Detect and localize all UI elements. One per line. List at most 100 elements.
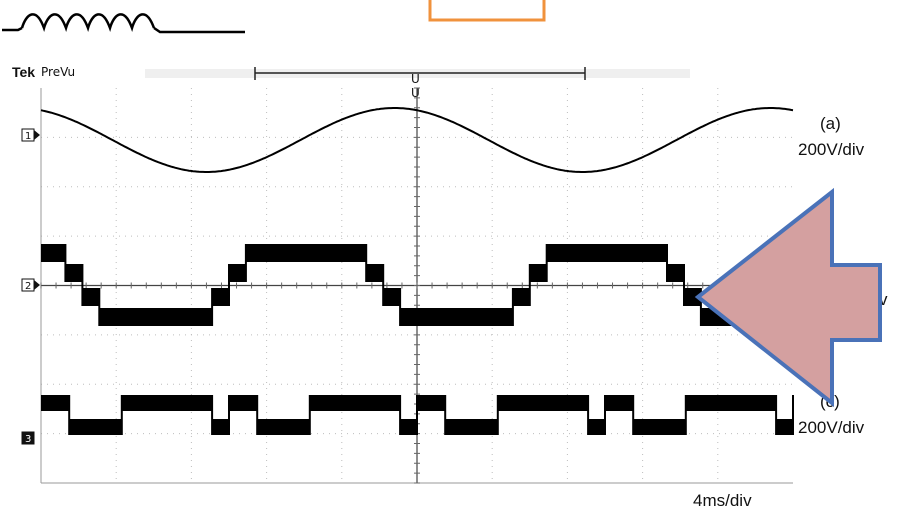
- step-segment: [341, 244, 367, 262]
- step-segment: [212, 288, 229, 306]
- trigger-marker-top: U: [411, 72, 420, 86]
- step-edge: [228, 395, 230, 435]
- step-edge: [684, 395, 687, 435]
- left-arrow-icon: [694, 187, 882, 408]
- step-segment: [546, 244, 626, 262]
- step-segment: [657, 419, 686, 435]
- waveforms: [40, 107, 794, 435]
- step-edge: [545, 244, 548, 282]
- timebase-label: 4ms/div: [693, 491, 752, 510]
- step-edge: [496, 395, 499, 435]
- svg-text:2: 2: [25, 281, 31, 292]
- step-edge: [64, 244, 67, 282]
- inductor-icon: [2, 13, 245, 34]
- step-segment: [497, 395, 566, 411]
- step-segment: [642, 244, 667, 262]
- step-edge: [211, 395, 214, 435]
- channel-markers: 1 2 3: [21, 128, 40, 445]
- scope-top-bar: Tek PreVu U U: [12, 64, 690, 100]
- step-segment: [69, 419, 94, 435]
- step-segment: [82, 288, 100, 306]
- step-segment: [245, 244, 325, 262]
- step-segment: [400, 308, 480, 326]
- step-segment: [479, 308, 496, 326]
- step-edge: [228, 264, 230, 306]
- step-segment: [512, 288, 530, 306]
- step-segment: [99, 308, 179, 326]
- step-edge: [120, 395, 123, 435]
- step-edge: [604, 395, 606, 435]
- step-segment: [41, 395, 70, 411]
- series-a-trace: [40, 107, 794, 173]
- step-edge: [511, 288, 514, 326]
- svg-text:1: 1: [25, 131, 31, 142]
- step-segment: [257, 419, 282, 435]
- step-segment: [178, 308, 196, 326]
- step-segment: [309, 395, 378, 411]
- step-edge: [382, 264, 385, 306]
- series-a-scale: 200V/div: [798, 140, 865, 159]
- step-segment: [776, 419, 793, 435]
- step-edge: [244, 244, 247, 282]
- step-segment: [605, 395, 634, 411]
- step-segment: [229, 395, 258, 411]
- step-segment: [281, 419, 310, 435]
- step-edge: [211, 288, 214, 326]
- step-segment: [565, 395, 589, 411]
- step-segment: [229, 264, 246, 282]
- step-edge: [632, 395, 635, 435]
- step-segment: [667, 264, 684, 282]
- step-edge: [444, 395, 447, 435]
- step-edge: [683, 264, 685, 306]
- step-edge: [775, 395, 778, 435]
- step-edge: [98, 288, 101, 326]
- step-edge: [365, 244, 368, 282]
- step-segment: [121, 395, 190, 411]
- step-segment: [588, 419, 605, 435]
- step-edge: [68, 395, 71, 435]
- step-edge: [399, 288, 402, 326]
- step-edge: [587, 395, 590, 435]
- step-segment: [753, 395, 777, 411]
- step-segment: [41, 244, 66, 262]
- step-segment: [469, 419, 498, 435]
- series-c-trace: [41, 395, 794, 435]
- step-segment: [417, 395, 446, 411]
- step-segment: [496, 308, 513, 326]
- step-segment: [377, 395, 401, 411]
- step-edge: [528, 264, 531, 306]
- step-segment: [625, 244, 643, 262]
- mode-label: PreVu: [41, 65, 75, 79]
- brand-label: Tek: [12, 64, 35, 80]
- step-edge: [416, 395, 418, 435]
- step-segment: [529, 264, 547, 282]
- channel-1-marker: 1: [21, 128, 40, 142]
- channel-3-marker: 3: [21, 431, 35, 445]
- step-edge: [81, 264, 84, 306]
- highlight-box: [428, 0, 546, 22]
- step-segment: [684, 288, 701, 306]
- step-edge: [699, 288, 702, 326]
- step-segment: [189, 395, 213, 411]
- step-edge: [256, 395, 259, 435]
- series-b-trace: [41, 244, 794, 326]
- step-edge: [308, 395, 311, 435]
- trigger-marker: U: [411, 86, 420, 100]
- step-segment: [324, 244, 342, 262]
- step-segment: [65, 264, 83, 282]
- step-segment: [366, 264, 384, 282]
- step-segment: [212, 419, 229, 435]
- step-segment: [383, 288, 401, 306]
- step-segment: [195, 308, 213, 326]
- series-a-label: (a): [820, 114, 841, 133]
- step-edge: [666, 244, 668, 282]
- step-edge: [399, 395, 402, 435]
- step-segment: [445, 419, 470, 435]
- channel-2-marker: 2: [21, 278, 40, 292]
- svg-text:3: 3: [25, 434, 31, 445]
- step-segment: [400, 419, 417, 435]
- step-edge: [792, 395, 794, 435]
- series-b-partial-label: v: [879, 290, 888, 309]
- step-segment: [685, 395, 754, 411]
